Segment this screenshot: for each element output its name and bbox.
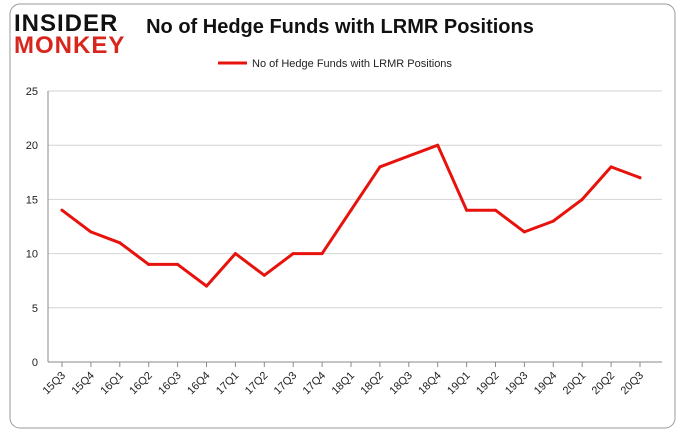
data-point xyxy=(522,230,526,234)
data-point xyxy=(638,176,642,180)
data-point xyxy=(320,252,324,256)
data-point xyxy=(291,252,295,256)
y-tick-label: 20 xyxy=(26,140,38,152)
y-tick-label: 5 xyxy=(32,303,38,315)
chart-frame xyxy=(9,3,676,429)
data-point xyxy=(551,219,555,223)
data-point xyxy=(436,143,440,147)
insider-monkey-logo: INSIDER MONKEY xyxy=(14,10,125,59)
data-point xyxy=(494,208,497,212)
y-tick-label: 10 xyxy=(26,249,38,261)
data-point xyxy=(407,154,411,158)
data-point xyxy=(609,165,613,169)
chart-title: No of Hedge Funds with LRMR Positions xyxy=(146,16,534,38)
data-point xyxy=(378,165,382,169)
series-layer xyxy=(60,143,642,288)
data-point xyxy=(205,284,208,288)
logo-line2: MONKEY xyxy=(14,32,125,59)
data-point xyxy=(580,197,584,201)
legend-label: No of Hedge Funds with LRMR Positions xyxy=(252,58,452,70)
grid-layer xyxy=(48,90,662,363)
data-point xyxy=(60,208,64,212)
data-point xyxy=(118,241,122,245)
data-point xyxy=(233,252,237,256)
data-point xyxy=(349,208,353,212)
y-tick-label: 15 xyxy=(26,194,38,206)
logo-line1: INSIDER xyxy=(14,10,118,37)
data-point xyxy=(89,230,93,234)
data-point xyxy=(176,262,180,266)
y-tick-label: 25 xyxy=(26,86,38,98)
data-point xyxy=(262,273,266,277)
data-point xyxy=(147,262,151,266)
y-tick-label: 0 xyxy=(32,357,38,369)
chart-legend: No of Hedge Funds with LRMR Positions xyxy=(218,58,452,70)
data-point xyxy=(465,208,469,212)
